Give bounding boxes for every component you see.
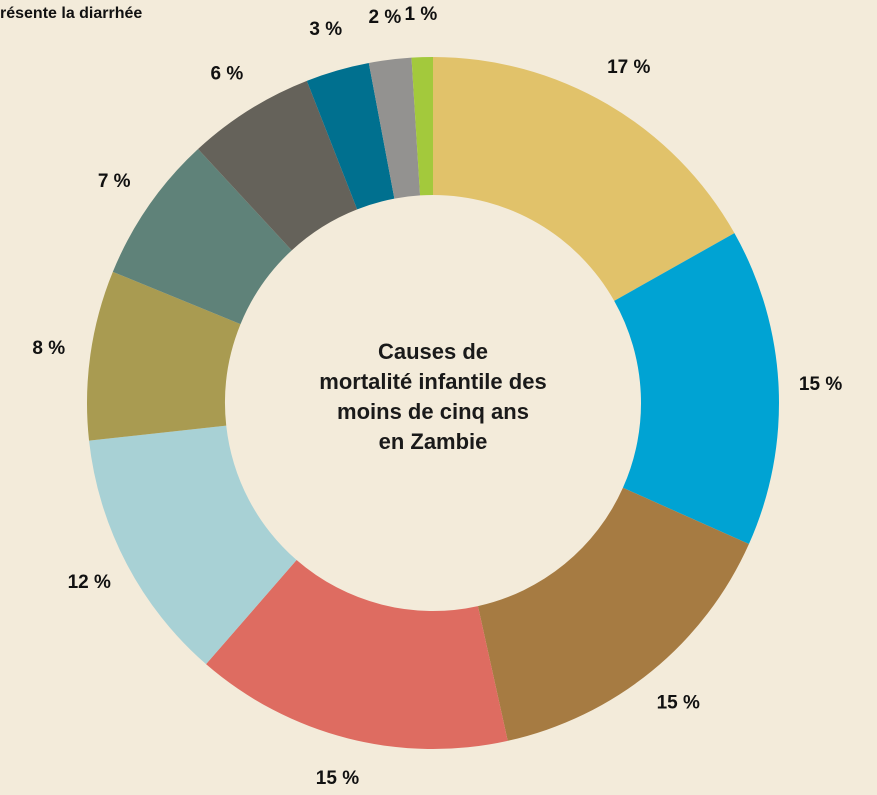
slice-label: 2 % [368, 7, 401, 28]
slice-label: 17 % [607, 57, 650, 78]
donut-slice [198, 80, 358, 251]
slice-label: 15 % [316, 768, 359, 789]
center-title: mortalité infantile des [319, 369, 546, 394]
donut-slice [477, 487, 749, 741]
donut-slice [614, 233, 779, 545]
donut-slice [206, 560, 508, 749]
donut-slice [112, 149, 292, 325]
donut-slice [368, 57, 421, 199]
center-title: en Zambie [379, 429, 488, 454]
donut-slice [86, 271, 241, 441]
annotation: résente la diarrhée [0, 5, 142, 22]
donut-slice [411, 57, 433, 196]
slice-label: 1 % [405, 4, 438, 25]
center-title: moins de cinq ans [337, 399, 529, 424]
donut-slice [433, 57, 735, 301]
slice-label: 15 % [799, 374, 842, 395]
slice-label: 12 % [68, 572, 111, 593]
slice-label: 8 % [32, 338, 65, 359]
slice-label: 6 % [211, 63, 244, 84]
center-title: Causes de [378, 339, 488, 364]
slice-label: 15 % [657, 693, 700, 714]
slice-label: 3 % [309, 19, 342, 40]
slice-label: 7 % [98, 171, 131, 192]
donut-slice [306, 63, 395, 210]
donut-slice [89, 425, 297, 665]
